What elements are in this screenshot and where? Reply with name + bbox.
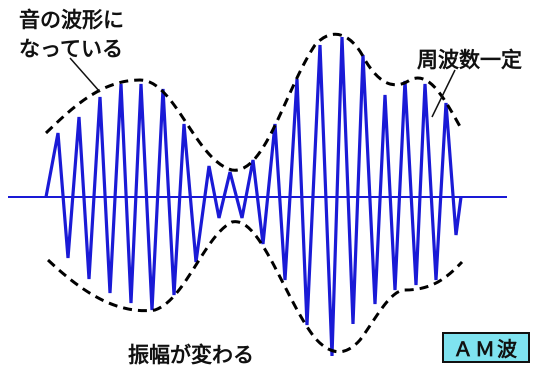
envelope-label-line2: なっている (19, 37, 123, 61)
envelope-label-line1: 音の波形に (19, 8, 124, 32)
carrier-label: 周波数一定 (417, 48, 522, 72)
amplitude-label: 振幅が変わる (128, 343, 254, 367)
carrier-leader-line (431, 69, 456, 118)
carrier-wave (44, 36, 463, 357)
envelope-leader-line (69, 57, 101, 93)
envelope-label: 音の波形に なっている (19, 6, 124, 64)
am-wave-badge: ＡＭ波 (442, 332, 530, 363)
upper-envelope (44, 32, 464, 172)
